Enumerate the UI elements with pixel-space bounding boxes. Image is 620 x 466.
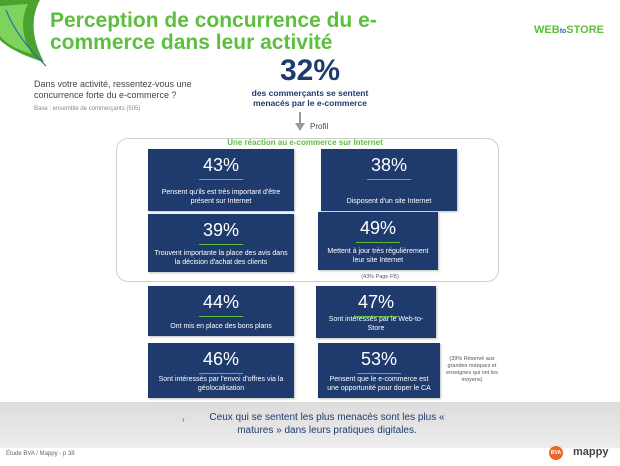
stat-label: Pensent que le e-commerce est une opport…	[327, 376, 431, 392]
conclusion-banner	[0, 402, 620, 448]
stat-percent: 44%	[202, 292, 240, 312]
reaction-frame	[116, 138, 499, 282]
stat-rule	[357, 373, 401, 374]
stat-rule	[199, 316, 243, 317]
footer-text: Étude BVA / Mappy - p 38	[6, 451, 75, 457]
note-page-fb: (43% Page FB)	[361, 274, 399, 280]
stat-rule	[199, 244, 243, 245]
stat-percent: 47%	[357, 292, 395, 312]
stat-percent: 49%	[359, 218, 397, 238]
stat-label: Sont intéressés par l'envoi d'offres via…	[158, 376, 284, 392]
reaction-title: Une réaction au e-commerce sur Internet	[227, 138, 383, 147]
bva-logo: BVA	[549, 446, 563, 460]
stat-label: Pensent qu'ils est très important d'être…	[161, 189, 281, 205]
stat-percent: 43%	[202, 155, 240, 175]
brand-web: WEB	[534, 24, 560, 36]
stat-card: 53% Pensent que le e-commerce est une op…	[318, 343, 440, 398]
stat-card: 38% Disposent d'un site Internet	[321, 149, 457, 211]
stat-label: Mettent à jour très régulièrement leur s…	[327, 248, 429, 264]
stat-percent: 53%	[360, 349, 398, 369]
stat-card: 47% Sont intéressés par le Web-to-Store	[316, 286, 436, 338]
brand-store: STORE	[566, 24, 604, 36]
bullet-arrow-icon: ›	[182, 415, 185, 424]
corner-decoration	[0, 0, 47, 67]
stat-percent: 38%	[370, 155, 408, 175]
headline-percent: 32%	[279, 54, 341, 87]
stat-percent: 46%	[202, 349, 240, 369]
survey-question: Dans votre activité, ressentez-vous une …	[34, 79, 192, 100]
stat-rule	[356, 242, 400, 243]
stat-rule	[354, 316, 398, 317]
web-to-store-logo: WEBtoSTORE	[534, 24, 604, 36]
survey-base: Base : ensemble de commerçants (505)	[34, 106, 141, 112]
stat-label: Trouvent importante la place des avis da…	[154, 250, 288, 266]
profil-label: Profil	[310, 122, 329, 131]
conclusion-text: Ceux qui se sentent les plus menacés son…	[209, 412, 445, 436]
mappy-logo: mappy	[573, 446, 609, 458]
stat-card: 39% Trouvent importante la place des avi…	[148, 214, 294, 272]
stat-rule	[367, 179, 411, 180]
brand-to: to	[559, 28, 567, 35]
stat-card: 43% Pensent qu'ils est très important d'…	[148, 149, 294, 211]
stat-card: 49% Mettent à jour très régulièrement le…	[318, 212, 438, 270]
arrow-down-icon	[295, 112, 305, 131]
headline-subtitle: des commerçants se sentent menacés par l…	[251, 88, 369, 108]
stat-card: 44% Ont mis en place des bons plans	[148, 286, 294, 336]
stat-label: Disposent d'un site Internet	[346, 197, 432, 205]
note-reserve: (39% Réservé aux grandes marques et ense…	[446, 356, 498, 383]
stat-rule	[199, 373, 243, 374]
stat-label: Ont mis en place des bons plans	[170, 322, 272, 330]
stat-card: 46% Sont intéressés par l'envoi d'offres…	[148, 343, 294, 398]
stat-rule	[199, 179, 243, 180]
page-title: Perception de concurrence du e-commerce …	[50, 9, 377, 54]
stat-percent: 39%	[202, 220, 240, 240]
stat-label: Sont intéressés par le Web-to-Store	[328, 316, 424, 332]
